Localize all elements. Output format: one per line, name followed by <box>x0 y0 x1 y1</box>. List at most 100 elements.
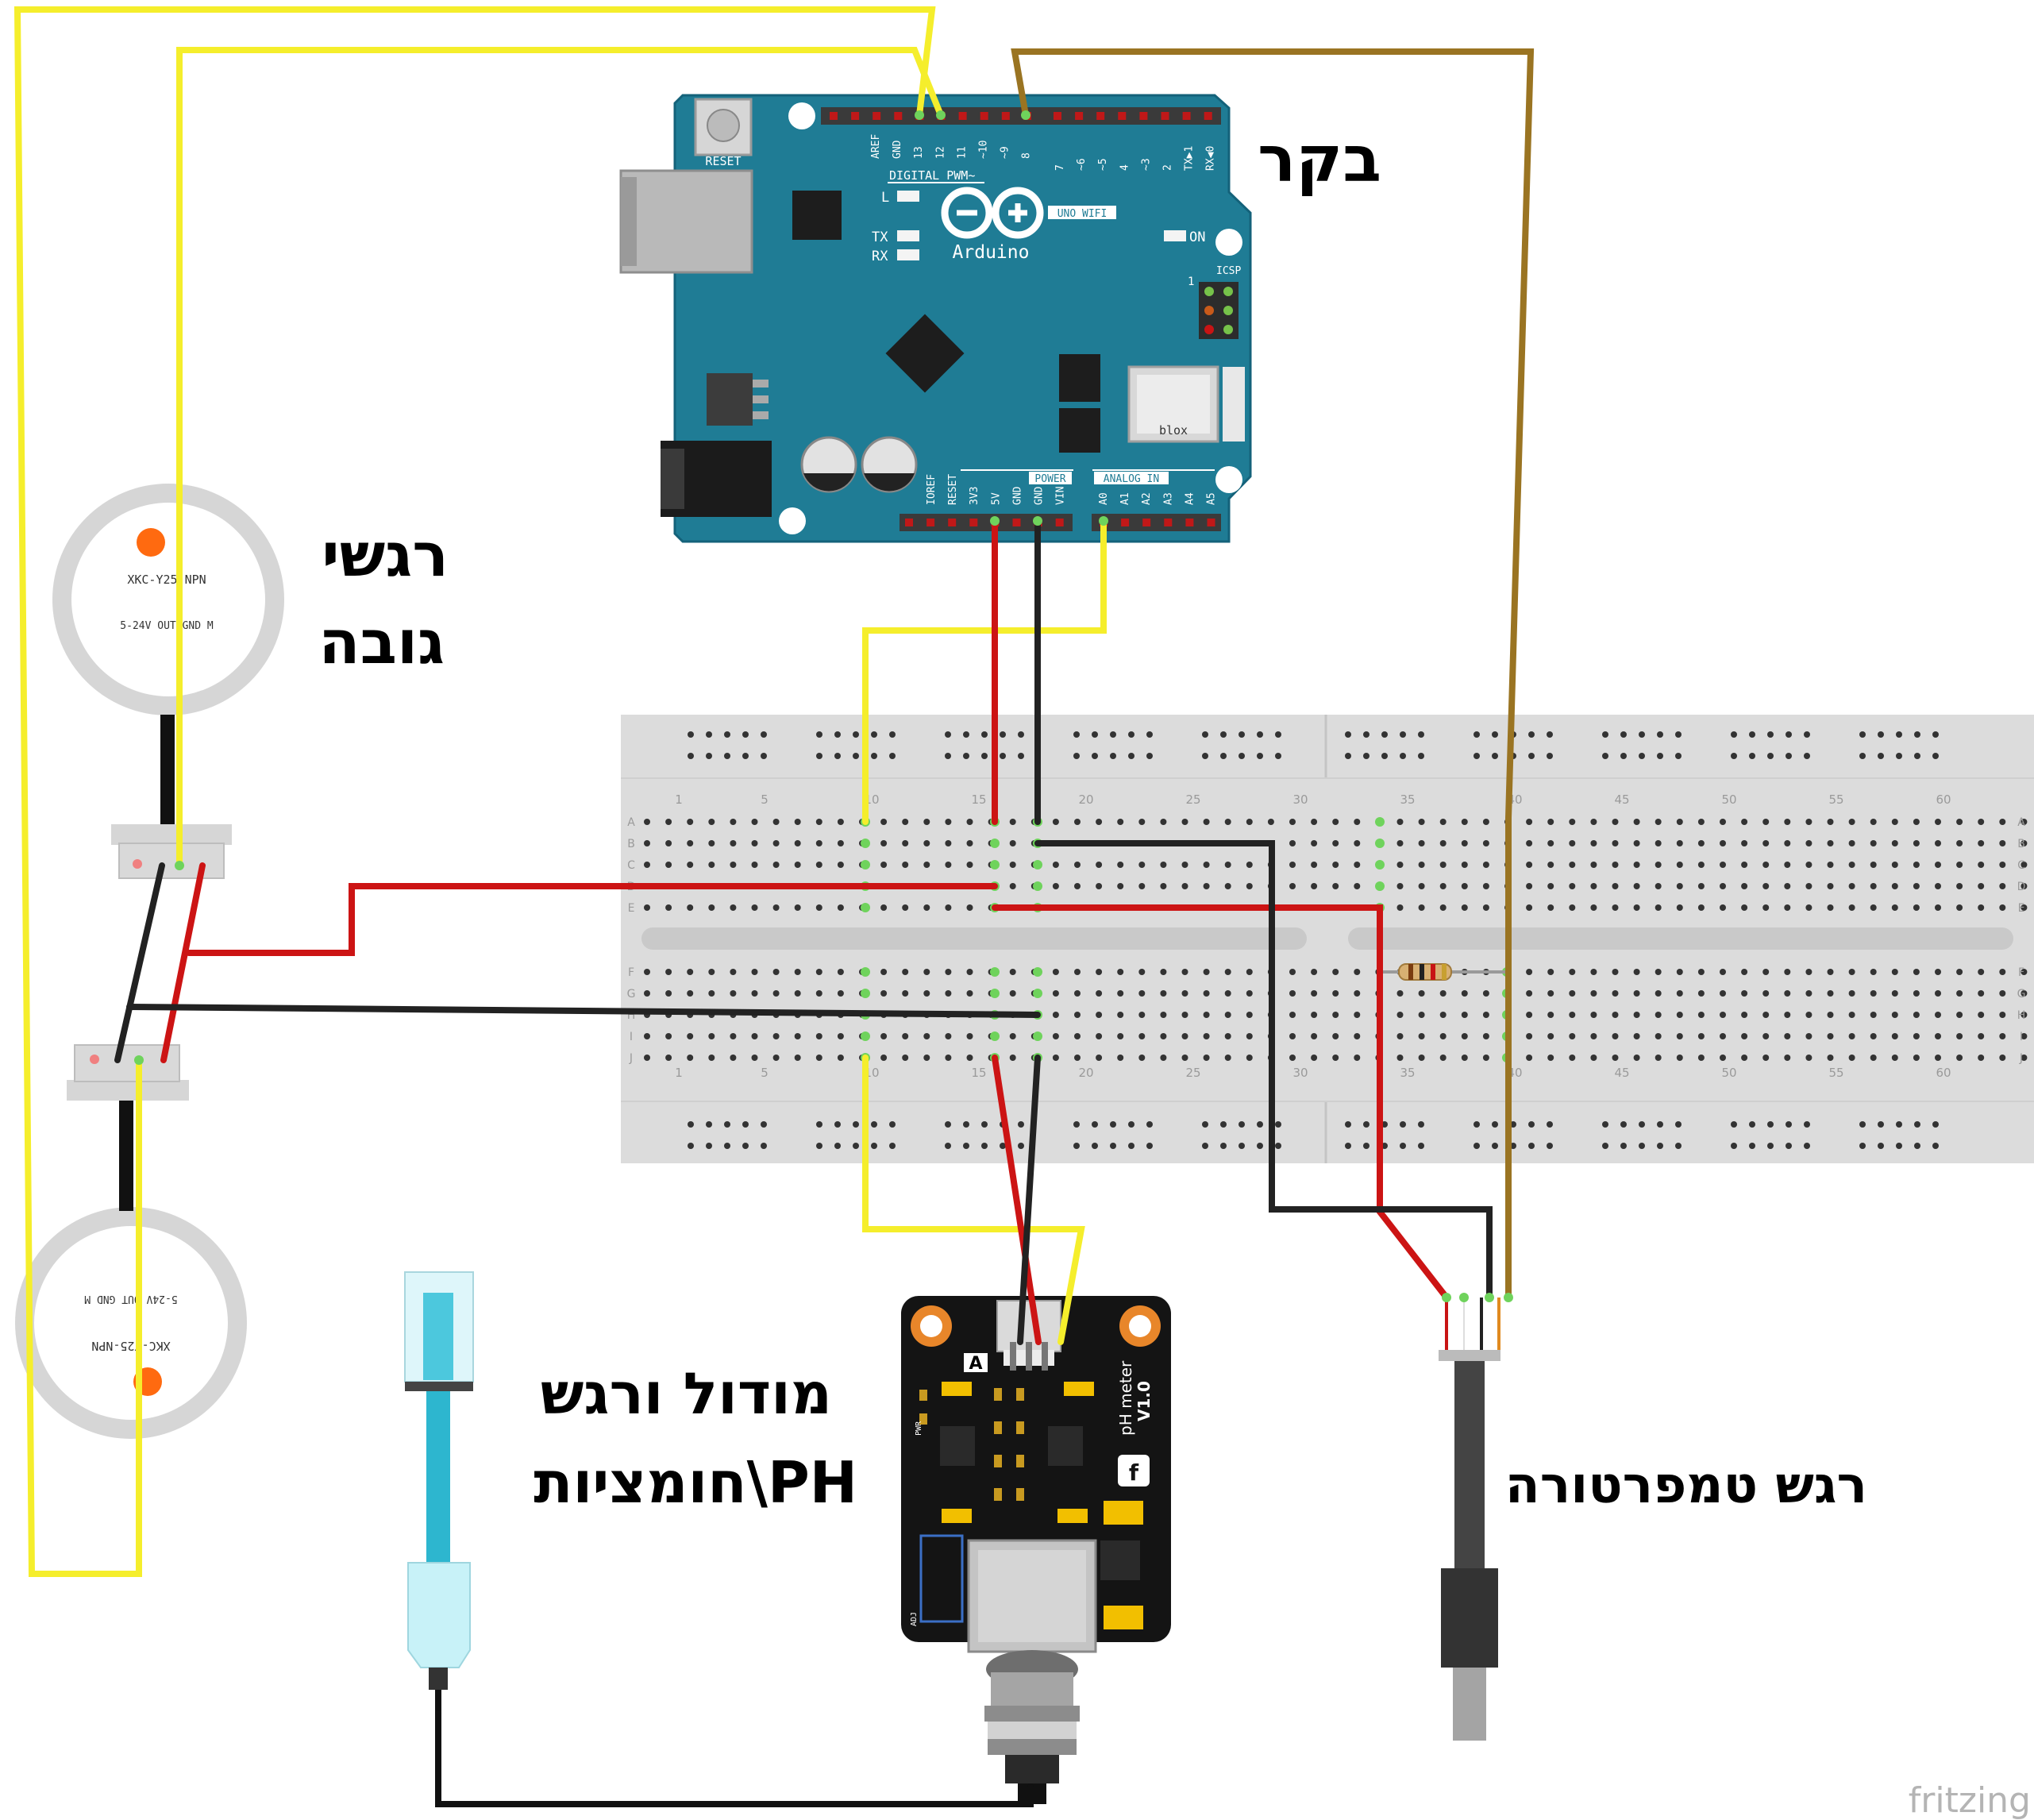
breadboard-hole[interactable] <box>1784 904 1791 911</box>
breadboard-hole[interactable] <box>1870 1055 1877 1061</box>
breadboard-hole[interactable] <box>880 904 888 911</box>
breadboard-hole[interactable] <box>1181 990 1188 997</box>
breadboard-hole[interactable] <box>1870 990 1877 997</box>
rail-hole[interactable] <box>724 731 730 738</box>
breadboard-hole[interactable] <box>1720 883 1726 889</box>
rail-hole[interactable] <box>1767 1121 1774 1128</box>
rail-hole[interactable] <box>1202 731 1208 738</box>
rail-hole[interactable] <box>1749 1121 1755 1128</box>
breadboard-hole[interactable] <box>1332 819 1339 825</box>
breadboard-hole[interactable] <box>772 990 780 997</box>
breadboard-hole[interactable] <box>1784 990 1791 997</box>
breadboard-hole[interactable] <box>902 819 909 825</box>
breadboard-hole[interactable] <box>1289 1055 1296 1061</box>
breadboard-hole[interactable] <box>1956 862 1963 868</box>
rail-hole[interactable] <box>1092 753 1098 759</box>
rail-hole[interactable] <box>1547 1121 1553 1128</box>
breadboard-hole[interactable] <box>644 819 650 825</box>
breadboard-hole[interactable] <box>2021 904 2028 911</box>
rail-hole[interactable] <box>1675 753 1682 759</box>
breadboard-hole[interactable] <box>1482 840 1489 846</box>
breadboard-hole[interactable] <box>1633 840 1640 846</box>
breadboard-hole[interactable] <box>945 969 952 975</box>
breadboard-hole[interactable] <box>665 990 672 997</box>
rail-hole[interactable] <box>1914 1143 1920 1149</box>
breadboard-hole[interactable] <box>665 1055 672 1061</box>
breadboard-hole[interactable] <box>1720 1055 1726 1061</box>
breadboard-hole[interactable] <box>1547 862 1554 868</box>
rail-hole[interactable] <box>1202 1121 1208 1128</box>
breadboard-hole[interactable] <box>1848 883 1855 889</box>
breadboard-hole[interactable] <box>1224 1033 1231 1039</box>
rail-hole[interactable] <box>1620 1121 1627 1128</box>
breadboard-hole[interactable] <box>1762 1012 1770 1018</box>
breadboard-hole[interactable] <box>1396 1055 1404 1061</box>
breadboard-hole[interactable] <box>1697 904 1705 911</box>
rail-hole[interactable] <box>1092 1143 1098 1149</box>
rail-hole[interactable] <box>1620 753 1627 759</box>
breadboard-hole[interactable] <box>1009 862 1016 868</box>
breadboard-hole[interactable] <box>1354 1033 1361 1039</box>
breadboard-hole[interactable] <box>1891 904 1898 911</box>
breadboard-hole[interactable] <box>708 862 715 868</box>
breadboard-hole[interactable] <box>1396 862 1404 868</box>
breadboard-hole[interactable] <box>1418 1055 1425 1061</box>
breadboard-hole[interactable] <box>708 904 715 911</box>
breadboard-hole[interactable] <box>1762 1055 1770 1061</box>
breadboard-hole[interactable] <box>1418 904 1425 911</box>
breadboard-hole[interactable] <box>1848 1012 1855 1018</box>
breadboard-hole[interactable] <box>1461 883 1468 889</box>
rail-hole[interactable] <box>1092 1121 1098 1128</box>
breadboard-hole[interactable] <box>1461 904 1468 911</box>
breadboard-hole[interactable] <box>1956 1012 1963 1018</box>
header-pin[interactable] <box>1054 112 1061 120</box>
breadboard-hole[interactable] <box>1805 883 1812 889</box>
breadboard-hole[interactable] <box>687 840 694 846</box>
breadboard-hole[interactable] <box>1354 819 1361 825</box>
breadboard-hole[interactable] <box>687 969 694 975</box>
rail-hole[interactable] <box>1657 1121 1663 1128</box>
breadboard-hole[interactable] <box>1160 990 1167 997</box>
breadboard-hole[interactable] <box>1138 990 1146 997</box>
header-pin[interactable] <box>980 112 988 120</box>
breadboard-hole[interactable] <box>902 840 909 846</box>
breadboard-hole[interactable] <box>644 840 650 846</box>
breadboard-hole[interactable] <box>1676 819 1683 825</box>
breadboard-hole[interactable] <box>1181 1012 1188 1018</box>
breadboard-hole[interactable] <box>1956 819 1963 825</box>
breadboard-hole[interactable] <box>1547 904 1554 911</box>
breadboard-hole[interactable] <box>1848 840 1855 846</box>
breadboard-hole[interactable] <box>1805 990 1812 997</box>
breadboard-hole[interactable] <box>1547 969 1554 975</box>
breadboard-hole[interactable] <box>665 862 672 868</box>
rail-hole[interactable] <box>963 731 969 738</box>
breadboard-hole[interactable] <box>815 862 822 868</box>
breadboard-hole[interactable] <box>1956 840 1963 846</box>
breadboard-hole[interactable] <box>1526 883 1533 889</box>
breadboard-hole[interactable] <box>1526 1012 1533 1018</box>
rail-hole[interactable] <box>1073 731 1080 738</box>
breadboard-hole[interactable] <box>1526 819 1533 825</box>
breadboard-hole[interactable] <box>794 1033 801 1039</box>
breadboard-hole[interactable] <box>1590 1012 1597 1018</box>
rail-hole[interactable] <box>1345 731 1351 738</box>
rail-hole[interactable] <box>1859 1143 1866 1149</box>
breadboard-hole[interactable] <box>1181 862 1188 868</box>
breadboard-hole[interactable] <box>1827 819 1834 825</box>
breadboard-hole[interactable] <box>1913 990 1920 997</box>
rail-hole[interactable] <box>1400 1121 1406 1128</box>
rail-hole[interactable] <box>1275 1143 1281 1149</box>
breadboard-hole[interactable] <box>1096 862 1103 868</box>
breadboard-hole[interactable] <box>1805 862 1812 868</box>
breadboard-hole[interactable] <box>1096 990 1103 997</box>
breadboard-hole[interactable] <box>1096 819 1103 825</box>
breadboard-hole[interactable] <box>1935 1033 1941 1039</box>
breadboard-hole[interactable] <box>837 819 844 825</box>
header-pin[interactable] <box>851 112 860 120</box>
breadboard-hole[interactable] <box>1720 969 1726 975</box>
rail-hole[interactable] <box>1220 731 1227 738</box>
breadboard-hole[interactable] <box>1224 1055 1231 1061</box>
breadboard-hole[interactable] <box>1569 883 1576 889</box>
rail-hole[interactable] <box>1602 753 1608 759</box>
breadboard-hole[interactable] <box>1354 990 1361 997</box>
